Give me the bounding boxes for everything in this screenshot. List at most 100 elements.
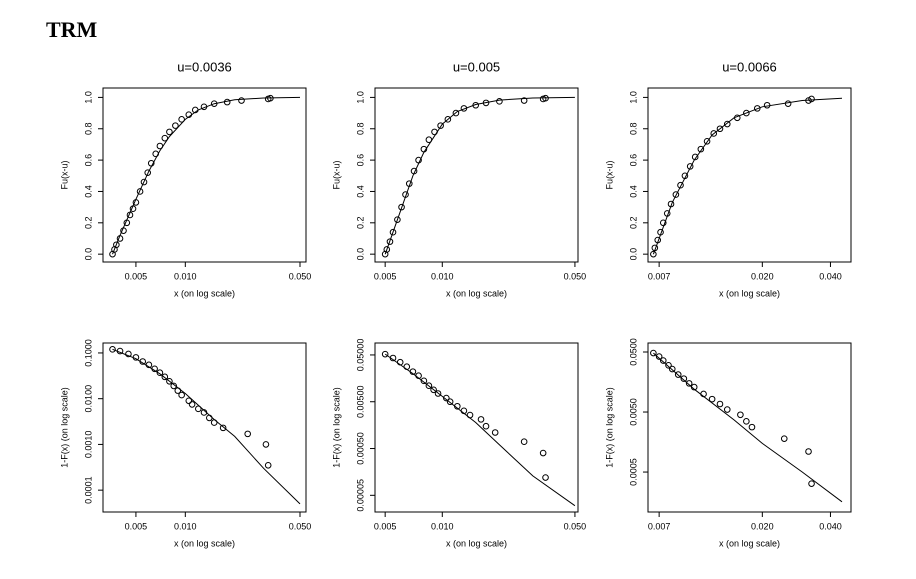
data-point (394, 216, 401, 223)
x-tick-label: 0.040 (819, 521, 842, 531)
data-point (178, 391, 185, 399)
x-axis-label: x (on log scale) (174, 538, 235, 548)
x-tick-label: 0.010 (431, 521, 454, 531)
data-point (677, 181, 684, 189)
y-tick-label: 0.8 (83, 122, 93, 135)
x-axis-label: x (on log scale) (174, 288, 235, 298)
data-point (808, 480, 815, 487)
data-point (386, 238, 394, 245)
data-point (166, 128, 173, 136)
data-point (144, 169, 152, 176)
data-point (238, 97, 245, 104)
data-point (109, 346, 116, 353)
plot-frame (374, 87, 579, 263)
data-point (539, 449, 547, 457)
data-point (520, 97, 528, 104)
x-axis-label: x (on log scale) (719, 288, 780, 298)
data-point (650, 250, 657, 258)
y-tick-label: 0.1000 (83, 339, 93, 367)
y-tick-label: 0.0 (83, 248, 93, 261)
data-point (437, 122, 444, 129)
data-point (444, 116, 452, 123)
data-point (125, 350, 132, 358)
data-point (430, 386, 437, 394)
x-tick-label: 0.005 (374, 271, 397, 281)
x-tick-label: 0.050 (564, 271, 587, 281)
y-axis-label: 1-F(x) (on log scale) (59, 387, 69, 468)
data-point (244, 430, 251, 438)
data-point (691, 153, 699, 161)
y-tick-label: 0.2 (628, 217, 638, 230)
data-point (808, 95, 815, 103)
y-axis-label: Fu(x-u) (604, 160, 614, 189)
data-point (482, 422, 490, 430)
fit-line (112, 348, 301, 505)
data-point (703, 137, 711, 145)
panel-title: u=0.005 (453, 59, 500, 74)
data-point (716, 400, 724, 408)
data-point (161, 373, 169, 381)
plot-frame (647, 87, 852, 263)
x-tick-label: 0.007 (648, 521, 671, 531)
data-point (674, 371, 682, 378)
data-point (784, 100, 792, 107)
data-point (446, 398, 454, 406)
data-point (140, 178, 148, 186)
data-point (443, 394, 450, 402)
y-axis-label: Fu(x-u) (59, 160, 69, 189)
plot-frame (102, 87, 307, 263)
fit-line (652, 97, 843, 255)
y-axis-label: 1-F(x) (on log scale) (604, 387, 614, 468)
data-point (185, 397, 193, 405)
x-tick-label: 0.020 (751, 521, 774, 531)
data-point (668, 365, 676, 373)
data-point (748, 423, 756, 431)
y-tick-label: 0.05000 (355, 339, 365, 372)
data-point (659, 357, 667, 364)
data-point (650, 349, 657, 357)
y-tick-label: 0.4 (83, 185, 93, 198)
data-point (520, 438, 528, 445)
data-point (723, 120, 731, 128)
data-point (166, 377, 173, 385)
data-point (491, 429, 499, 436)
data-point (434, 390, 442, 397)
y-tick-label: 0.6 (355, 154, 365, 167)
data-point (262, 441, 270, 448)
data-point (156, 369, 164, 376)
y-tick-label: 0.4 (355, 185, 365, 198)
y-tick-label: 0.0 (628, 248, 638, 261)
y-tick-label: 0.2 (355, 217, 365, 230)
data-point (136, 188, 144, 195)
y-tick-label: 0.00005 (355, 479, 365, 512)
data-point (170, 382, 178, 390)
data-point (780, 435, 788, 442)
figure-title: TRM (46, 17, 98, 42)
x-tick-label: 0.010 (174, 521, 197, 531)
data-point (219, 424, 227, 432)
y-tick-label: 0.0001 (83, 476, 93, 504)
x-axis-label: x (on log scale) (446, 288, 507, 298)
panel-title: u=0.0066 (722, 59, 777, 74)
x-tick-label: 0.020 (751, 271, 774, 281)
data-point (753, 105, 761, 112)
y-axis-label: 1-F(x) (on log scale) (331, 387, 341, 468)
data-point (452, 109, 460, 117)
y-tick-label: 0.8 (355, 122, 365, 135)
data-point (425, 382, 433, 390)
data-point (680, 375, 688, 382)
data-point (697, 145, 705, 153)
panel-title: u=0.0036 (177, 59, 232, 74)
y-tick-label: 0.6 (628, 154, 638, 167)
fit-line (384, 96, 575, 255)
y-axis-label: Fu(x-u) (331, 160, 341, 189)
plot-frame (374, 342, 579, 513)
x-tick-label: 0.005 (125, 271, 148, 281)
data-point (195, 405, 202, 413)
x-tick-label: 0.050 (289, 521, 312, 531)
data-point (188, 401, 196, 408)
data-point (659, 219, 667, 227)
x-tick-label: 0.010 (431, 271, 454, 281)
y-tick-label: 0.6 (83, 154, 93, 167)
